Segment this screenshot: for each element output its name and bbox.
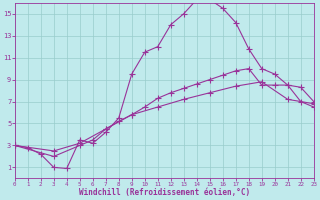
X-axis label: Windchill (Refroidissement éolien,°C): Windchill (Refroidissement éolien,°C) [79,188,250,197]
